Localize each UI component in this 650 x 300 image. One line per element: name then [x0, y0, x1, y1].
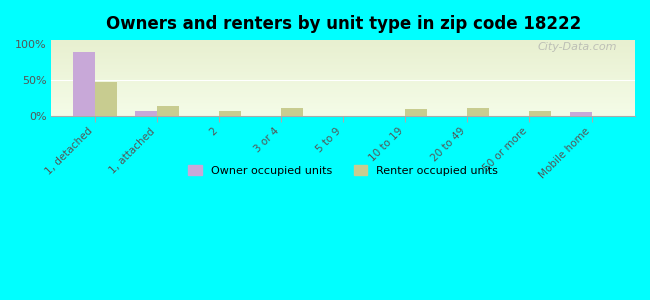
Title: Owners and renters by unit type in zip code 18222: Owners and renters by unit type in zip c…: [105, 15, 581, 33]
Bar: [530, 111, 551, 116]
Bar: [281, 108, 303, 116]
Text: City-Data.com: City-Data.com: [538, 42, 617, 52]
Bar: [406, 109, 427, 116]
Bar: [570, 112, 592, 116]
Bar: [467, 108, 489, 116]
Bar: [219, 111, 240, 116]
Bar: [157, 106, 179, 116]
Bar: [95, 82, 116, 116]
Bar: [73, 52, 95, 116]
Legend: Owner occupied units, Renter occupied units: Owner occupied units, Renter occupied un…: [184, 160, 502, 180]
Bar: [135, 111, 157, 116]
